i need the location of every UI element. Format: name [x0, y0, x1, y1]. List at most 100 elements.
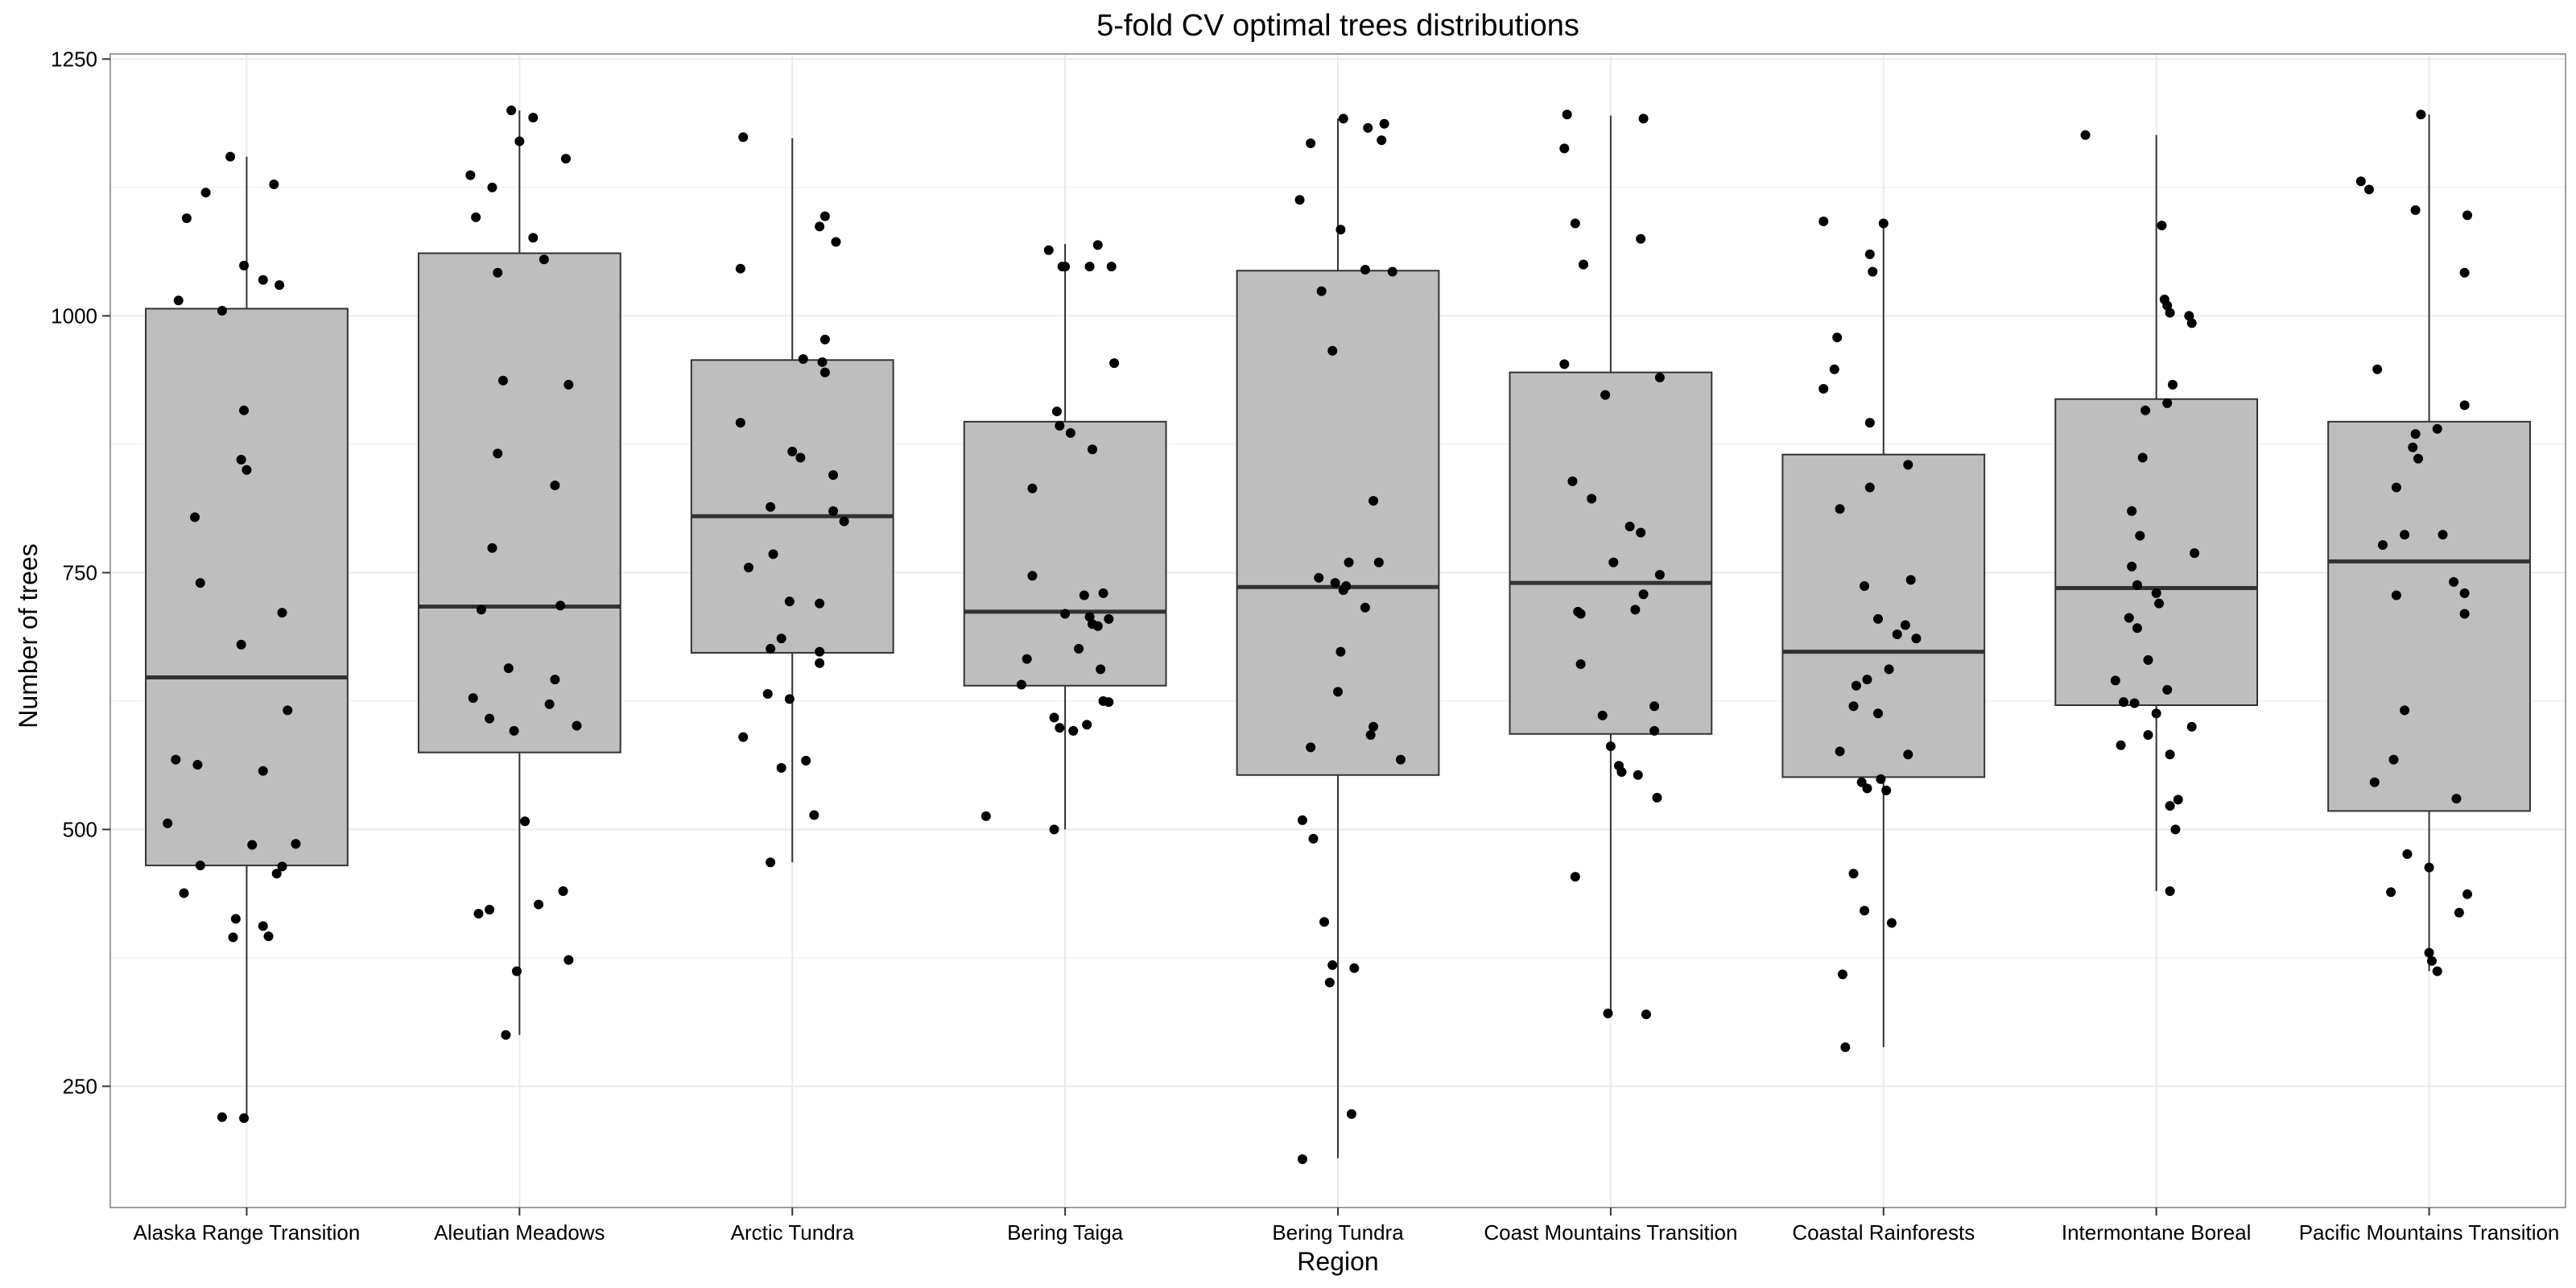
box-8: [2054, 398, 2259, 707]
data-point: [511, 966, 522, 976]
data-point: [217, 306, 227, 316]
x-tick-label: Bering Taiga: [1007, 1220, 1124, 1245]
data-point: [1636, 233, 1646, 244]
data-point: [801, 755, 811, 766]
data-point: [831, 237, 841, 247]
data-point: [1633, 770, 1643, 780]
box-6: [1509, 371, 1713, 735]
data-point: [1051, 407, 1062, 417]
data-point: [2165, 886, 2175, 896]
data-point: [2132, 580, 2142, 590]
data-point: [1848, 869, 1859, 879]
data-point: [550, 675, 560, 685]
data-point: [2377, 539, 2388, 550]
data-point: [1065, 427, 1075, 438]
data-point: [828, 470, 839, 481]
data-point: [1074, 643, 1084, 654]
data-point: [1654, 569, 1665, 580]
x-tick-label: Aleutian Meadows: [434, 1220, 605, 1245]
data-point: [980, 811, 991, 821]
data-point: [1837, 969, 1847, 980]
data-point: [1654, 372, 1665, 382]
data-point: [1864, 418, 1875, 428]
data-point: [2462, 889, 2472, 899]
data-point: [1903, 460, 1913, 470]
data-point: [2173, 795, 2183, 805]
data-point: [1098, 588, 1108, 598]
data-point: [1605, 741, 1616, 752]
data-point: [1649, 725, 1660, 736]
data-point: [1603, 1008, 1613, 1018]
data-point: [2408, 442, 2418, 452]
data-point: [501, 1030, 511, 1040]
data-point: [815, 646, 825, 657]
data-point: [795, 452, 806, 463]
data-point: [1027, 571, 1038, 581]
data-point: [2151, 708, 2161, 719]
data-point: [819, 367, 830, 378]
data-point: [1308, 833, 1319, 844]
data-point: [1864, 482, 1875, 493]
data-point: [247, 840, 258, 850]
data-point: [1314, 572, 1324, 583]
data-point: [263, 931, 274, 942]
data-point: [1832, 332, 1843, 343]
data-point: [1878, 218, 1889, 229]
data-point: [1862, 675, 1872, 685]
data-point: [784, 694, 795, 704]
data-point: [2165, 801, 2175, 811]
data-point: [2454, 907, 2464, 918]
data-point: [1652, 792, 1662, 803]
data-point: [471, 212, 481, 222]
data-point: [1363, 122, 1373, 133]
data-point: [528, 233, 539, 243]
x-tick-label: Arctic Tundra: [731, 1220, 855, 1245]
data-point: [2432, 966, 2442, 976]
x-tick-label: Coast Mountains Transition: [1484, 1220, 1737, 1245]
data-point: [1098, 696, 1108, 706]
data-point: [2364, 184, 2374, 195]
data-point: [2110, 675, 2120, 686]
data-point: [1346, 1108, 1356, 1119]
data-point: [239, 260, 250, 270]
data-point: [2162, 684, 2173, 695]
data-point: [534, 899, 544, 910]
data-point: [498, 375, 508, 386]
data-point: [1327, 960, 1338, 970]
data-point: [487, 543, 497, 553]
data-point: [236, 455, 246, 465]
data-point: [283, 705, 293, 716]
y-tick-label: 250: [63, 1074, 97, 1098]
data-point: [2116, 740, 2126, 750]
data-point: [163, 818, 173, 828]
data-point: [2143, 654, 2153, 665]
data-point: [1848, 701, 1859, 712]
data-point: [230, 914, 241, 924]
data-point: [1884, 664, 1894, 675]
data-point: [1368, 721, 1379, 732]
data-point: [1575, 658, 1586, 669]
y-tick-label: 1000: [51, 303, 97, 328]
data-point: [2388, 754, 2399, 765]
x-axis-title: Region: [1297, 1247, 1378, 1276]
data-point: [798, 353, 808, 364]
data-point: [2459, 267, 2470, 278]
data-point: [2170, 824, 2181, 835]
data-point: [1344, 557, 1354, 568]
data-point: [228, 932, 238, 943]
data-point: [277, 861, 287, 872]
data-point: [544, 699, 555, 709]
data-point: [1049, 824, 1059, 835]
data-point: [1873, 613, 1883, 624]
data-point: [242, 464, 252, 475]
data-point: [2135, 530, 2145, 541]
axes: 250 500 750 1000 1250 Alaska Range Transition…: [51, 47, 2559, 1245]
data-point: [179, 888, 189, 898]
data-point: [258, 275, 268, 285]
data-point: [1092, 621, 1103, 631]
data-point: [744, 563, 753, 573]
data-point: [766, 643, 776, 654]
data-point: [776, 762, 786, 773]
data-point: [1570, 218, 1580, 229]
data-point: [2124, 613, 2134, 623]
